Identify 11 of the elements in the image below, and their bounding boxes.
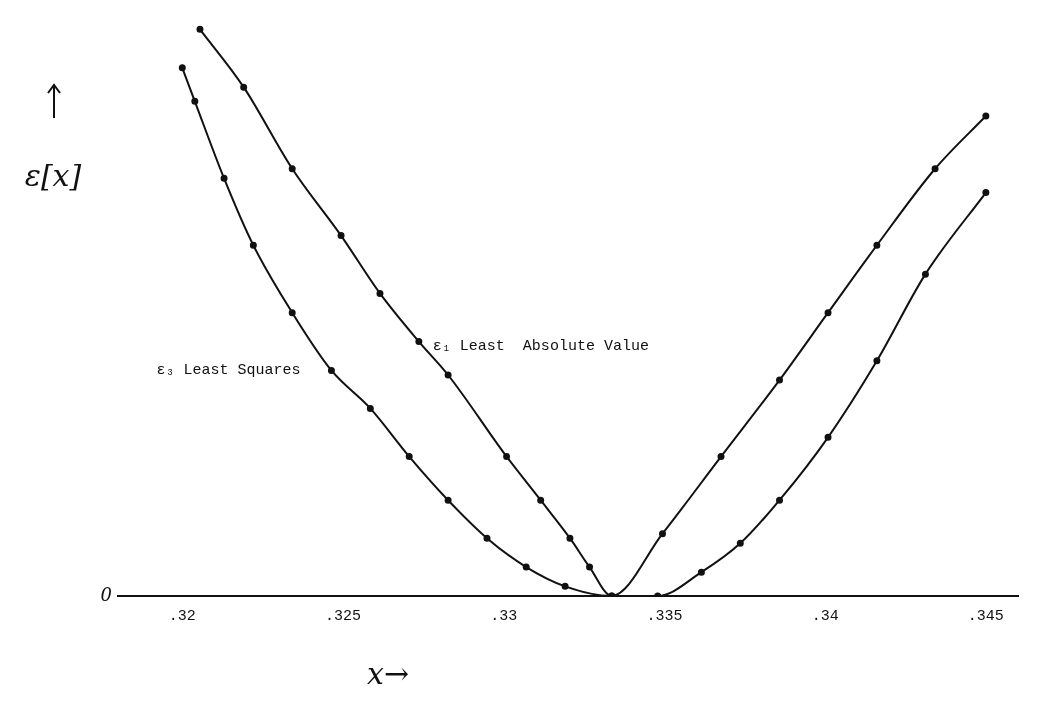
- x-tick-label: .325: [324, 607, 362, 625]
- x-tick-label: .335: [646, 607, 683, 625]
- x-tick-label: .32: [168, 607, 196, 625]
- series-label: ε₁ Least Absolute Value: [432, 337, 649, 355]
- series-label: ε₃ Least Squares: [156, 362, 301, 380]
- x-tick-label: .34: [811, 607, 839, 625]
- text: 0: [100, 583, 112, 605]
- x-axis-title: x→: [366, 655, 410, 691]
- x-tick-label: .345: [967, 607, 1004, 625]
- x-tick-label: .33: [490, 607, 518, 625]
- y-axis-title: ε[x]: [24, 157, 82, 193]
